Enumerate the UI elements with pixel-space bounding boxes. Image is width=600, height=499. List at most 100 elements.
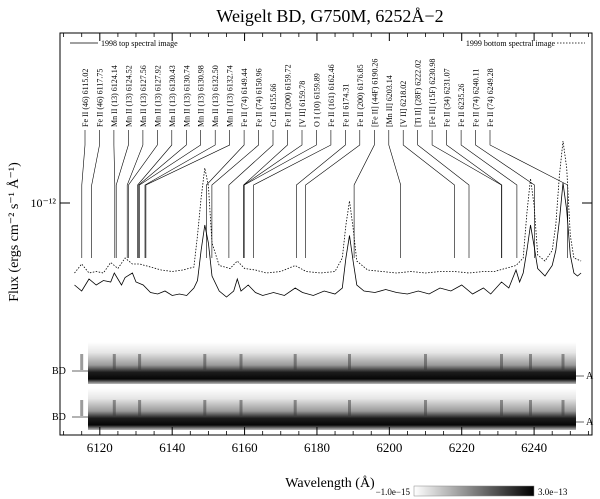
line-id-leader bbox=[228, 130, 274, 258]
emission-column bbox=[348, 354, 351, 370]
legend-label-1999: 1999 bottom spectral image bbox=[466, 39, 556, 48]
line-id-label: Fe II 6174.31 bbox=[341, 84, 350, 127]
y-tick-label: 10⁻¹² bbox=[30, 196, 56, 210]
series-1999-line bbox=[74, 140, 582, 274]
line-id-marker: [V II] 6159.78 bbox=[243, 81, 307, 258]
x-axis: 6120 6140 6160 6180 6200 6220 6240 bbox=[63, 33, 589, 455]
y-axis: 10⁻¹² Flux (ergs cm⁻² s⁻¹ Å⁻¹) bbox=[6, 162, 592, 302]
legend-label-1998: 1998 top spectral image bbox=[101, 39, 178, 48]
spectral-image-left-label: BD bbox=[52, 412, 66, 423]
line-id-leader bbox=[139, 130, 201, 258]
line-id-label: Fe II (46) 6117.75 bbox=[96, 69, 105, 127]
line-id-label: [Mn II] 6203.14 bbox=[385, 75, 394, 127]
line-id-label: Mn II (13) 6130.74 bbox=[182, 65, 191, 127]
line-id-leader bbox=[253, 130, 332, 258]
line-id-marker: [Fe II] (44F) 6190.26 bbox=[353, 59, 379, 258]
line-id-label: Cr II 6155.66 bbox=[269, 84, 278, 127]
line-id-label: [Fe II] (15F) 6230.98 bbox=[428, 59, 437, 127]
emission-column bbox=[348, 400, 351, 416]
spectral-band bbox=[88, 388, 576, 430]
line-id-marker: Fe II (46) 6115.02 bbox=[81, 69, 90, 258]
emission-column bbox=[424, 400, 427, 416]
line-id-label: Mn II (13) 6127.92 bbox=[153, 65, 162, 127]
line-id-label: Mn II (13) 6127.56 bbox=[139, 65, 148, 127]
emission-column bbox=[561, 400, 565, 416]
emission-column bbox=[112, 400, 116, 416]
line-id-label: Fe II (200) 6176.85 bbox=[356, 64, 365, 127]
x-tick-label: 6200 bbox=[376, 440, 402, 455]
line-id-marker: Fe II (46) 6117.75 bbox=[91, 69, 105, 258]
x-tick-label: 6180 bbox=[304, 440, 330, 455]
line-id-leader bbox=[402, 130, 455, 258]
line-identifications: Fe II (46) 6115.02 Fe II (46) 6117.75 Mn I… bbox=[81, 59, 568, 258]
line-id-leader bbox=[353, 130, 375, 258]
line-id-marker: Fe II (200) 6176.85 bbox=[305, 64, 365, 258]
emission-column bbox=[529, 354, 532, 370]
line-id-label: Fe II (46) 6115.02 bbox=[81, 69, 90, 127]
x-axis-label: Wavelength (Å) bbox=[285, 475, 375, 491]
line-id-marker: Mn II (13) 6132.50 bbox=[144, 65, 220, 258]
spectral-image-1: BD A bbox=[52, 342, 594, 384]
x-tick-label: 6120 bbox=[87, 440, 113, 455]
emission-column bbox=[112, 354, 116, 370]
line-id-leader bbox=[305, 130, 361, 258]
emission-column bbox=[293, 400, 297, 416]
line-id-label: [Ti II] (28F) 6222.02 bbox=[414, 60, 423, 127]
line-id-marker: Mn II (13) 6127.92 bbox=[128, 65, 162, 258]
plot-frame bbox=[59, 32, 593, 436]
emission-column bbox=[239, 354, 243, 370]
line-id-leader bbox=[113, 130, 116, 258]
line-id-leader bbox=[91, 130, 100, 258]
line-id-leader bbox=[211, 130, 259, 258]
line-id-marker: [Ti II] (28F) 6222.02 bbox=[414, 60, 470, 258]
line-id-label: Mn II (13) 6132.74 bbox=[226, 65, 235, 127]
x-tick-label: 6140 bbox=[159, 440, 185, 455]
emission-column bbox=[138, 354, 142, 370]
line-id-label: O I (10) 6159.89 bbox=[312, 73, 321, 127]
line-id-marker: Mn II (13) 6130.43 bbox=[137, 65, 177, 258]
x-tick-label: 6240 bbox=[521, 440, 547, 455]
line-id-marker: [Mn II] 6203.14 bbox=[385, 75, 401, 258]
line-id-marker: Mn II (13) 6132.74 bbox=[145, 65, 235, 258]
line-id-label: [Fe II] (44F) 6190.26 bbox=[370, 59, 379, 127]
x-tick-label: 6220 bbox=[449, 440, 475, 455]
line-id-marker: Fe II (74) 6249.28 bbox=[486, 68, 568, 258]
line-id-label: Fe II (74) 6149.44 bbox=[240, 68, 249, 127]
line-id-marker: Mn II (13) 6124.14 bbox=[110, 65, 119, 258]
line-id-label: Fe II (74) 6240.11 bbox=[472, 69, 481, 127]
emission-column bbox=[138, 400, 142, 416]
spectra bbox=[74, 140, 582, 298]
emission-column bbox=[424, 354, 427, 370]
line-id-leader bbox=[243, 130, 288, 258]
line-id-label: Fe II (74) 6150.96 bbox=[255, 68, 264, 127]
colorbar-max-label: 3.0e−13 bbox=[538, 487, 568, 497]
line-id-leader bbox=[460, 130, 518, 258]
emission-column bbox=[293, 354, 297, 370]
line-id-leader bbox=[115, 130, 129, 258]
line-id-leader bbox=[126, 130, 144, 258]
line-id-marker: O I (10) 6159.89 bbox=[243, 73, 321, 258]
emission-column bbox=[80, 354, 84, 370]
emission-column bbox=[239, 400, 243, 416]
emission-column bbox=[203, 354, 207, 370]
line-id-leader bbox=[144, 130, 216, 258]
line-id-marker: Fe II (74) 6240.11 bbox=[472, 69, 535, 258]
line-id-label: Mn II (13) 6132.50 bbox=[211, 65, 220, 127]
colorbar: −1.0e−15 3.0e−13 bbox=[376, 485, 568, 497]
legend: 1998 top spectral image 1999 bottom spec… bbox=[70, 39, 585, 48]
emission-column bbox=[529, 400, 532, 416]
line-id-marker: Fe II (74) 6149.44 bbox=[206, 68, 249, 258]
emission-column bbox=[203, 400, 207, 416]
colorbar-gradient bbox=[413, 485, 535, 497]
spectral-image-right-label: A bbox=[586, 417, 594, 428]
line-id-marker: Fe II (161) 6162.46 bbox=[253, 64, 336, 258]
emission-column bbox=[500, 400, 503, 416]
line-id-label: Mn II (13) 6124.14 bbox=[110, 65, 119, 127]
line-id-marker: Fe II 6235.26 bbox=[457, 84, 518, 258]
line-id-leader bbox=[128, 130, 158, 258]
line-id-leader bbox=[145, 130, 230, 258]
spectral-image-2: BD A bbox=[52, 388, 594, 430]
line-id-label: [V II] 6218.02 bbox=[399, 81, 408, 127]
line-id-marker: Mn II (13) 6130.98 bbox=[139, 65, 206, 258]
